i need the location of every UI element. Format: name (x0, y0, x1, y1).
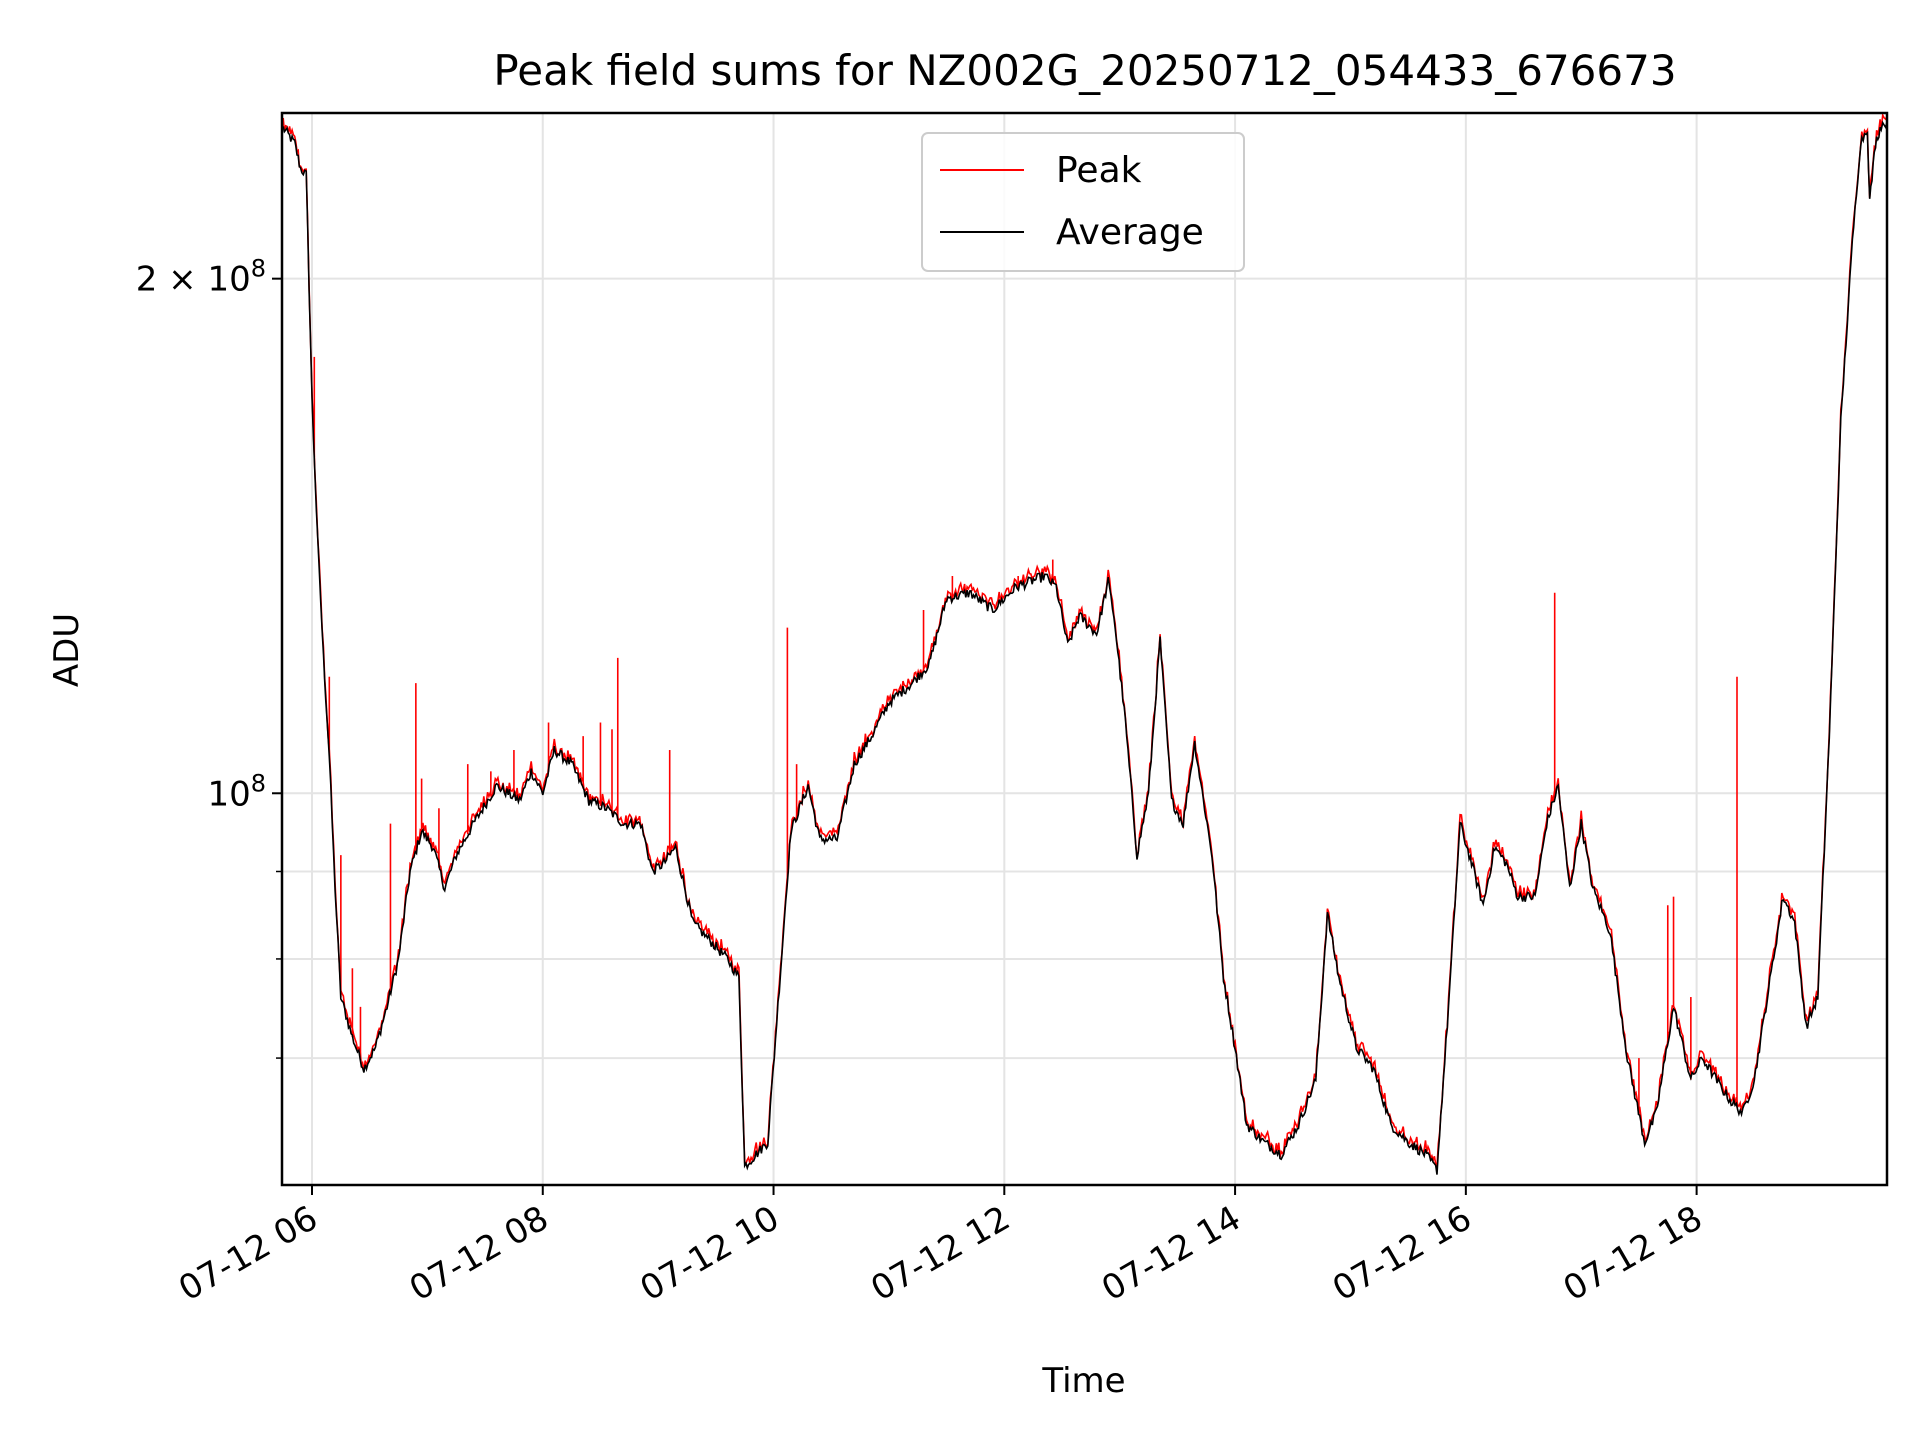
peak-line (282, 112, 1888, 1168)
y-axis-label: ADU (47, 613, 87, 687)
y-axis-ticks: 108 2 × 108 (136, 255, 282, 1059)
peak-series (282, 112, 1888, 1168)
legend-peak-label: Peak (1056, 150, 1142, 191)
average-series (282, 120, 1888, 1175)
chart-title: Peak field sums for NZ002G_20250712_0544… (493, 46, 1676, 95)
y-tick-label: 108 (207, 769, 266, 814)
x-tick-label: 07-12 12 (864, 1198, 1016, 1309)
legend-box (921, 132, 1245, 272)
x-axis-ticks: 07-12 06 07-12 08 07-12 10 07-12 12 07-12 14… (172, 1185, 1709, 1309)
legend: Peak Average (921, 132, 1245, 272)
x-tick-label: 07-12 14 (1095, 1198, 1247, 1309)
grid (282, 113, 1887, 1185)
legend-average-label: Average (1056, 212, 1204, 253)
x-tick-label: 07-12 06 (172, 1198, 324, 1309)
x-tick-label: 07-12 16 (1326, 1198, 1478, 1309)
y-tick-label: 2 × 108 (136, 255, 266, 300)
x-tick-label: 07-12 10 (634, 1198, 786, 1309)
average-line (282, 120, 1888, 1175)
x-tick-label: 07-12 18 (1557, 1198, 1709, 1309)
plot-frame (280, 111, 1889, 1187)
x-axis-label: Time (1041, 1361, 1125, 1401)
x-tick-label: 07-12 08 (403, 1198, 555, 1309)
